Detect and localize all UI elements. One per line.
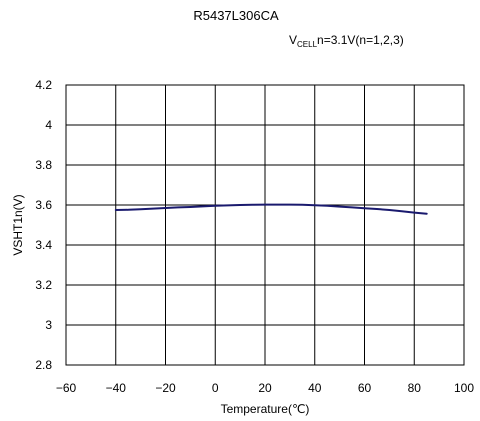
x-tick-label: −20 (155, 381, 176, 395)
x-axis-label: Temperature(℃) (221, 402, 310, 416)
y-tick-label: 3.4 (35, 238, 52, 252)
y-tick-label: 3.6 (35, 198, 52, 212)
y-tick-label: 4.2 (35, 78, 52, 92)
y-tick-label: 3 (45, 318, 52, 332)
x-tick-label: 60 (358, 381, 372, 395)
y-axis-label: VSHT1n(V) (11, 194, 25, 255)
x-tick-label: −40 (106, 381, 127, 395)
y-tick-label: 3.2 (35, 278, 52, 292)
series-layer (114, 203, 428, 215)
y-tick-label: 2.8 (35, 358, 52, 372)
subtitle-suffix: n=3.1V(n=1,2,3) (317, 33, 404, 47)
tick-labels: −60 −40 −20 0 20 40 60 80 100 2.8 3 3.2 3.4 3.6 3.8 4 4.… (35, 78, 474, 395)
chart-subtitle: VCELLn=3.1V(n=1,2,3) (289, 33, 404, 49)
grid (65, 84, 465, 366)
plot-frame (65, 84, 465, 366)
series-line (114, 203, 428, 215)
x-tick-label: 100 (454, 381, 474, 395)
x-tick-label: 80 (408, 381, 422, 395)
y-tick-label: 4 (45, 118, 52, 132)
x-tick-label: 0 (212, 381, 219, 395)
y-tick-label: 3.8 (35, 158, 52, 172)
subtitle-prefix: V (289, 33, 297, 47)
x-tick-label: 20 (258, 381, 272, 395)
x-tick-label: 40 (308, 381, 322, 395)
subtitle-subscript: CELL (297, 40, 318, 49)
chart-title: R5437L306CA (193, 8, 279, 23)
x-tick-label: −60 (56, 381, 77, 395)
